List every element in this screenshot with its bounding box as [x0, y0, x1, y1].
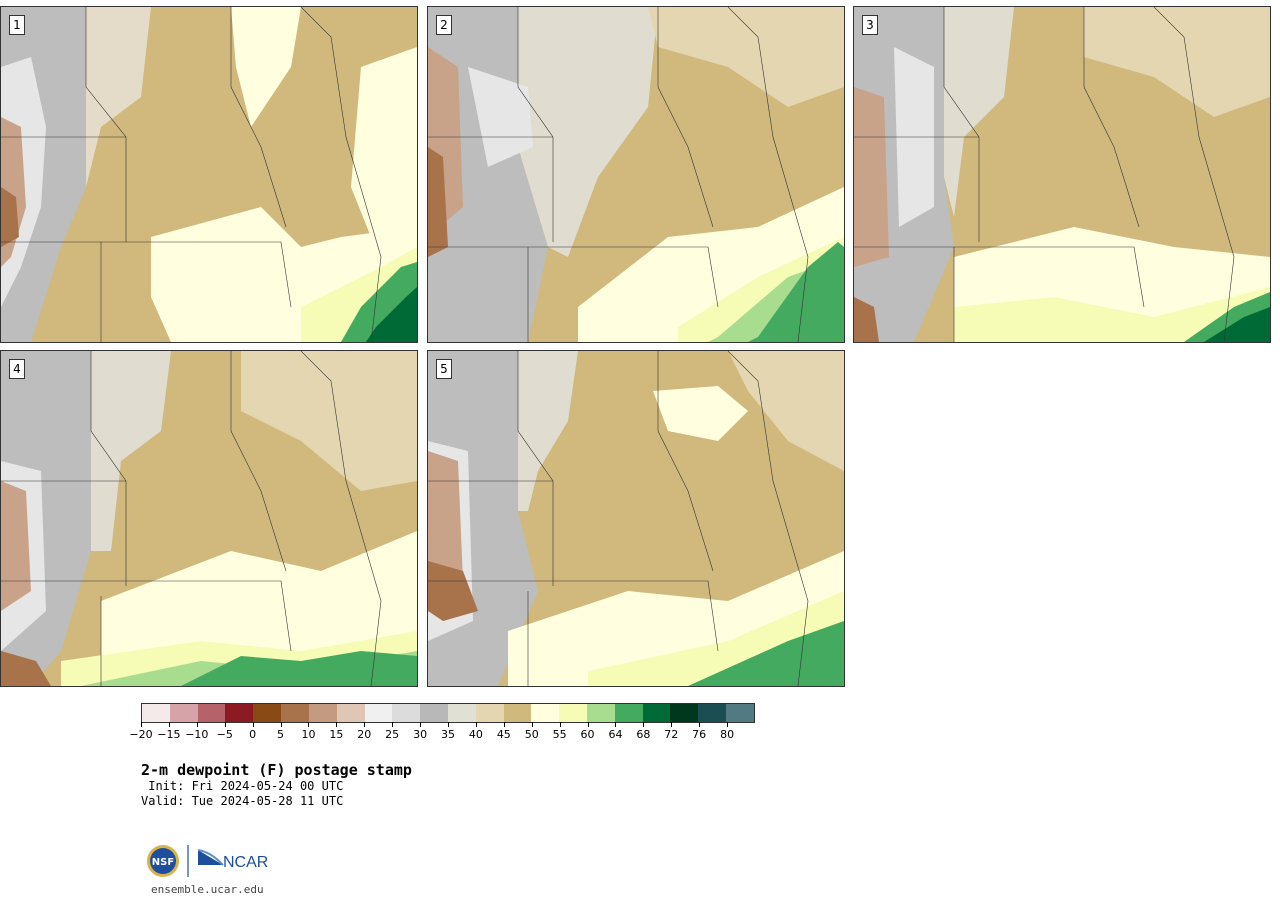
nsf-ncar-logo: NSF NCAR — [147, 845, 268, 877]
colorbar-swatch — [142, 704, 170, 722]
colorbar-tick-label: 76 — [692, 728, 707, 741]
colorbar-tick-label: 20 — [357, 728, 372, 741]
colorbar-tick-label: 5 — [277, 728, 285, 741]
nsf-logo-text: NSF — [152, 857, 174, 868]
colorbar-swatch — [698, 704, 727, 722]
colorbar-tick — [364, 722, 366, 727]
stamp-panel-2: 2 — [427, 6, 845, 343]
colorbar-tick-label: 72 — [664, 728, 679, 741]
ncar-logo-text: NCAR — [223, 854, 268, 871]
colorbar-tick — [643, 722, 645, 727]
colorbar-swatch — [614, 704, 643, 722]
colorbar-swatch — [587, 704, 615, 722]
colorbar-tick-label: 50 — [524, 728, 539, 741]
colorbar-tick — [727, 722, 729, 727]
colorbar-tick — [420, 722, 422, 727]
colorbar-tick — [280, 722, 282, 727]
figure-title: 2-m dewpoint (F) postage stamp — [141, 761, 412, 779]
colorbar-tick — [503, 722, 505, 727]
colorbar-swatch — [475, 704, 504, 722]
colorbar-swatch — [197, 704, 226, 722]
colorbar-swatch — [225, 704, 254, 722]
panel-number: 3 — [862, 15, 878, 35]
stamp-panel-3: 3 — [853, 6, 1271, 343]
valid-time: Valid: Tue 2024-05-28 11 UTC — [141, 794, 344, 808]
colorbar-tick-label: 30 — [413, 728, 428, 741]
dewpoint-colorbar — [141, 703, 755, 723]
colorbar-tick — [671, 722, 673, 727]
stamp-panel-1: 1 — [0, 6, 418, 343]
colorbar-ticks: −20 −15 −10 −5 0 5 10 15 20 25 30 35 40 45 50 55 60 64 68 7… — [129, 722, 755, 742]
panel-number: 1 — [9, 15, 25, 35]
colorbar-swatch — [281, 704, 309, 722]
colorbar-tick — [448, 722, 449, 727]
colorbar-tick-label: 0 — [249, 728, 257, 741]
colorbar-swatch — [392, 704, 421, 722]
panel-number: 2 — [436, 15, 452, 35]
colorbar-tick-label: 55 — [552, 728, 567, 741]
dewpoint-map-4 — [1, 351, 417, 686]
colorbar-tick — [224, 722, 226, 727]
stamp-panel-5: 5 — [427, 350, 845, 687]
init-time: Init: Fri 2024-05-24 00 UTC — [141, 779, 344, 793]
colorbar-tick-label: 15 — [329, 728, 344, 741]
colorbar-tick-label: −5 — [216, 728, 233, 741]
colorbar-tick — [168, 722, 170, 727]
colorbar-tick-label: 40 — [468, 728, 483, 741]
colorbar-swatch — [531, 704, 560, 722]
colorbar-swatch — [642, 704, 671, 722]
colorbar-swatch — [253, 704, 282, 722]
colorbar-tick — [531, 722, 533, 727]
colorbar-swatch — [559, 704, 587, 722]
panel-number: 4 — [9, 359, 25, 379]
colorbar-swatch — [503, 704, 532, 722]
colorbar-tick-label: 64 — [608, 728, 623, 741]
colorbar-tick-label: 35 — [441, 728, 455, 741]
colorbar-tick — [475, 722, 477, 727]
colorbar-tick-label: 25 — [385, 728, 400, 741]
colorbar-tick-label: 60 — [580, 728, 595, 741]
colorbar-tick — [699, 722, 701, 727]
dewpoint-map-2 — [428, 7, 844, 342]
colorbar-tick-label: −15 — [157, 728, 181, 741]
colorbar-swatch — [308, 704, 337, 722]
site-url: ensemble.ucar.edu — [151, 883, 264, 896]
colorbar-tick-label: 68 — [636, 728, 651, 741]
colorbar-swatch — [420, 704, 448, 722]
colorbar-tick-label: 10 — [301, 728, 316, 741]
colorbar-tick — [615, 722, 617, 727]
colorbar-swatch — [726, 704, 754, 722]
dewpoint-map-1 — [1, 7, 417, 342]
colorbar-tick — [587, 722, 589, 727]
colorbar-swatch — [364, 704, 393, 722]
colorbar-swatch — [447, 704, 476, 722]
stamp-panel-4: 4 — [0, 350, 418, 687]
colorbar-tick-label: −10 — [185, 728, 209, 741]
colorbar-swatch — [670, 704, 699, 722]
colorbar-tick — [308, 722, 310, 727]
colorbar-tick — [252, 722, 254, 727]
colorbar-tick — [336, 722, 338, 727]
colorbar-tick-label: −20 — [129, 728, 153, 741]
colorbar-swatch — [336, 704, 365, 722]
colorbar-swatch — [169, 704, 198, 722]
colorbar-tick-label: 45 — [496, 728, 511, 741]
colorbar-tick — [559, 722, 561, 727]
panel-number: 5 — [436, 359, 452, 379]
colorbar-tick — [392, 722, 394, 727]
colorbar-tick — [141, 722, 142, 727]
dewpoint-map-3 — [854, 7, 1270, 342]
dewpoint-map-5 — [428, 351, 844, 686]
colorbar-tick — [196, 722, 198, 727]
colorbar-tick-label: 80 — [720, 728, 735, 741]
